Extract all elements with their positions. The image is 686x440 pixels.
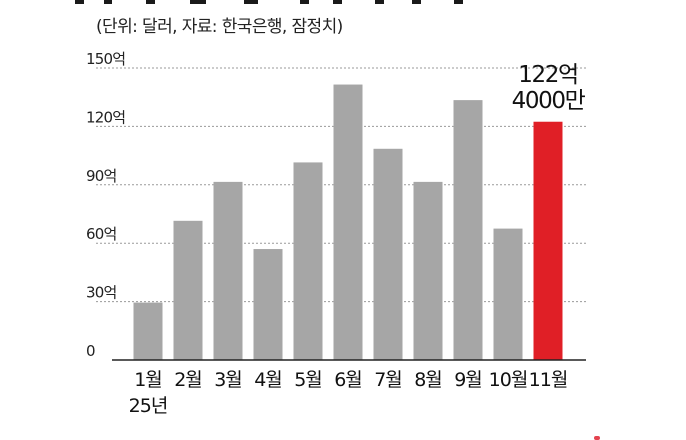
bar-4월 xyxy=(253,249,283,360)
y-tick-label: 60억 xyxy=(86,225,117,243)
bar-7월 xyxy=(373,148,403,360)
bar-8월 xyxy=(413,181,443,360)
bar-5월 xyxy=(293,162,323,360)
x-tick-label: 2월 xyxy=(174,369,202,391)
x-tick-label: 9월 xyxy=(454,369,482,391)
x-tick-label: 4월 xyxy=(254,369,282,391)
bar-11월 xyxy=(533,121,563,360)
y-tick-label: 120억 xyxy=(86,108,125,126)
x-tick-label: 5월 xyxy=(294,369,322,391)
x-axis-ticks: 1월 2월 3월 4월 5월 6월 7월 8월 9월 10월 11월 25년 xyxy=(129,369,569,417)
bar-3월 xyxy=(213,181,243,360)
y-axis-ticks: 0 30억 60억 90억 120억 150억 xyxy=(86,50,126,360)
x-tick-label: 8월 xyxy=(414,369,442,391)
x-tick-label: 1월 xyxy=(134,369,162,391)
x-tick-label: 3월 xyxy=(214,369,242,391)
bar-1월 xyxy=(133,302,163,360)
y-tick-label: 150억 xyxy=(86,50,125,68)
chart-subtitle: (단위: 달러, 자료: 한국은행, 잠정치) xyxy=(96,17,343,37)
x-tick-label: 10월 xyxy=(489,369,528,391)
bars xyxy=(133,84,563,361)
top-cropped-title-band xyxy=(0,0,686,4)
bar-9월 xyxy=(453,100,483,361)
x-tick-label: 7월 xyxy=(374,369,402,391)
bar-2월 xyxy=(173,220,203,360)
annotation-line: 122억 xyxy=(518,62,577,88)
year-label: 25년 xyxy=(129,395,168,417)
bar-10월 xyxy=(493,228,523,360)
x-tick-label: 6월 xyxy=(334,369,362,391)
y-tick-label: 90억 xyxy=(86,167,117,185)
x-tick-label: 11월 xyxy=(529,369,568,391)
corner-logo-fragment xyxy=(594,436,600,440)
bar-6월 xyxy=(333,84,363,361)
annotation-line: 4000만 xyxy=(512,88,586,114)
y-tick-label: 0 xyxy=(86,342,95,360)
y-tick-label: 30억 xyxy=(86,284,117,302)
